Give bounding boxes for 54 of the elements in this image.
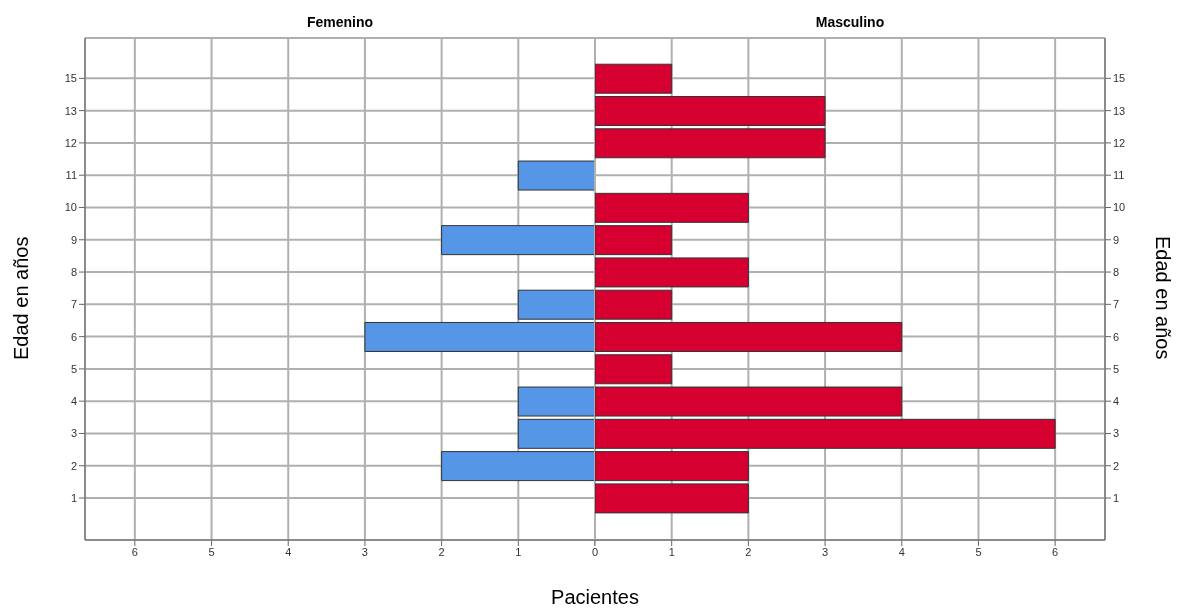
x-tick-label: 2 — [745, 545, 752, 558]
y-tick-label: 13 — [64, 104, 77, 117]
bar — [595, 192, 749, 223]
y-tick-label: 8 — [1113, 265, 1120, 278]
x-tick-label: 6 — [131, 545, 138, 558]
y-tick-label: 8 — [70, 265, 77, 278]
x-tick-label: 2 — [438, 545, 445, 558]
y-tick-label: 2 — [1113, 459, 1120, 472]
bar — [595, 63, 673, 94]
bar — [517, 160, 595, 191]
y-tick-label: 6 — [1113, 330, 1120, 343]
x-tick-label: 3 — [822, 545, 829, 558]
y-tick-label: 15 — [1113, 72, 1126, 85]
y-tick-label: 12 — [1113, 136, 1126, 149]
bar — [595, 96, 826, 126]
bar — [595, 483, 749, 514]
y-tick-label: 10 — [64, 201, 77, 214]
x-tick-label: 0 — [591, 545, 599, 558]
y-tick-label: 15 — [64, 72, 77, 85]
y-tick-label: 3 — [70, 427, 77, 440]
chart-title: Femenino — [305, 14, 375, 30]
x-tick-label: 1 — [515, 545, 522, 558]
y-tick-label: 5 — [1113, 362, 1120, 375]
y-tick-label: 11 — [1113, 169, 1125, 182]
y-tick-label: 10 — [1113, 201, 1126, 214]
x-tick-label: 4 — [285, 545, 292, 558]
x-axis-title: Pacientes — [550, 586, 640, 609]
y-tick-label: 4 — [70, 395, 77, 408]
bar — [595, 128, 826, 159]
y-tick-label: 13 — [1113, 104, 1126, 117]
x-tick-label: 5 — [208, 545, 215, 558]
x-tick-label: 5 — [975, 545, 982, 558]
y-tick-label: 9 — [1113, 233, 1120, 246]
y-tick-label: 2 — [70, 459, 77, 472]
y-tick-label: 5 — [70, 362, 77, 375]
y-tick-label: 6 — [70, 330, 77, 343]
chart-title: Masculino — [814, 14, 886, 30]
y-tick-label: 7 — [70, 298, 77, 311]
y-tick-label: 4 — [1113, 395, 1120, 408]
y-axis-title: Edad en años — [8, 235, 33, 362]
bar — [595, 354, 673, 385]
x-tick-label: 3 — [361, 545, 368, 558]
y-tick-label: 3 — [1113, 427, 1120, 440]
y-tick-label: 1 — [70, 491, 77, 504]
y-tick-label: 7 — [1113, 298, 1120, 311]
x-tick-label: 4 — [898, 545, 905, 558]
y-tick-label: 12 — [64, 136, 77, 149]
y-tick-label: 1 — [1113, 491, 1120, 504]
y-axis-title: Edad en años — [1150, 235, 1175, 362]
y-tick-label: 11 — [65, 169, 77, 182]
x-tick-label: 6 — [1052, 545, 1059, 558]
bar — [595, 257, 749, 288]
y-tick-label: 9 — [70, 233, 77, 246]
x-tick-label: 1 — [668, 545, 675, 558]
